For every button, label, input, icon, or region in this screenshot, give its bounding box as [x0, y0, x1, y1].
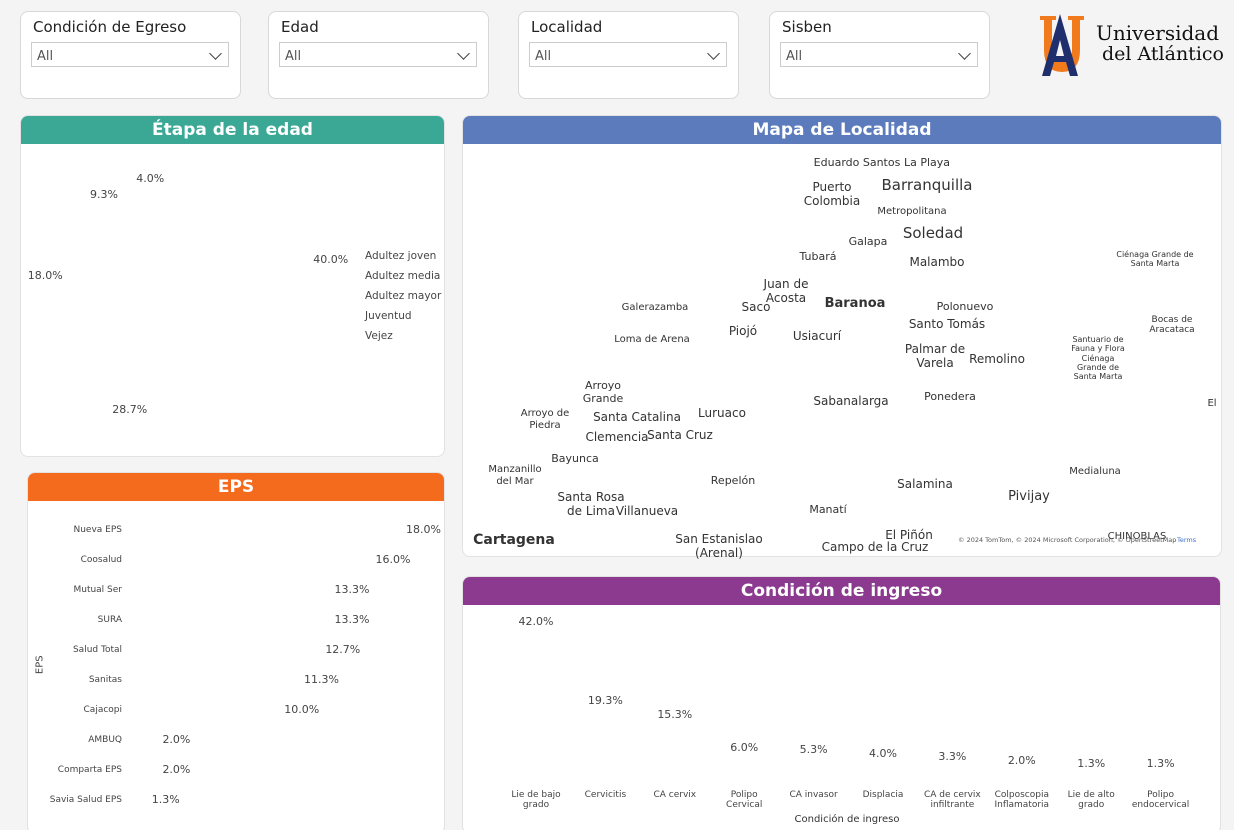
panel: Mapa de Localidad — [462, 115, 1222, 557]
panel: Condición de ingreso — [462, 576, 1221, 830]
panel-title: Condición de ingreso — [463, 577, 1220, 605]
filter-label: Localidad — [531, 18, 603, 36]
panel-title: Mapa de Localidad — [463, 116, 1221, 144]
filter-dropdown[interactable]: All — [279, 42, 477, 67]
filter-label: Condición de Egreso — [33, 18, 187, 36]
filter[interactable]: Localidad All — [518, 11, 739, 99]
filter-label: Edad — [281, 18, 319, 36]
panel-title: EPS — [28, 473, 444, 501]
filter-dropdown[interactable]: All — [529, 42, 727, 67]
filter[interactable]: Edad All — [268, 11, 489, 99]
logo-text: del Atlántico — [1102, 43, 1224, 65]
filter-label: Sisben — [782, 18, 832, 36]
filter-dropdown[interactable]: All — [31, 42, 229, 67]
logo-icon — [1040, 14, 1084, 76]
panel: EPS — [27, 472, 445, 830]
panel-title: Étapa de la edad — [21, 116, 444, 144]
panel: Étapa de la edad — [20, 115, 445, 457]
logo-text: Universidad — [1096, 21, 1220, 45]
filter[interactable]: Condición de Egreso All — [20, 11, 241, 99]
filter[interactable]: Sisben All — [769, 11, 990, 99]
filter-dropdown[interactable]: All — [780, 42, 978, 67]
logo-a — [1042, 14, 1078, 76]
